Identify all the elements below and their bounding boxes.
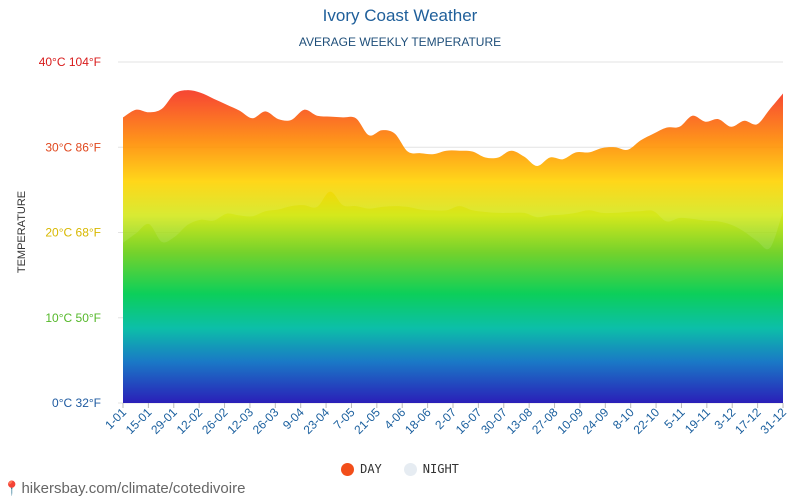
- legend: DAY NIGHT: [0, 462, 800, 476]
- x-tick-label: 12-03: [224, 405, 256, 437]
- location-pin-icon: 📍: [3, 480, 21, 496]
- y-tick-label: 10°C 50°F: [45, 311, 101, 325]
- x-tick-label: 30-07: [478, 405, 510, 437]
- x-tick-label: 24-09: [580, 405, 612, 437]
- night-area: [123, 191, 783, 403]
- x-tick-label: 29-01: [148, 405, 180, 437]
- x-tick-label: 15-01: [123, 405, 155, 437]
- x-tick-label: 21-05: [351, 405, 383, 437]
- chart-title: Ivory Coast Weather: [322, 6, 478, 25]
- x-tick-label: 23-04: [301, 405, 333, 437]
- x-tick-label: 27-08: [529, 405, 561, 437]
- x-tick-label: 26-03: [250, 405, 282, 437]
- x-tick-label: 19-11: [682, 405, 713, 436]
- x-tick-label: 22-10: [631, 405, 663, 437]
- y-tick-labels: 0°C 32°F 10°C 50°F 20°C 68°F 30°C 86°F 40°C …: [39, 55, 101, 410]
- y-tick-label: 20°C 68°F: [45, 226, 101, 240]
- y-axis-label: TEMPERATURE: [16, 191, 28, 273]
- legend-night[interactable]: NIGHT: [403, 462, 459, 476]
- y-tick-label: 0°C 32°F: [52, 396, 101, 410]
- x-tick-label: 16-07: [453, 405, 485, 437]
- y-tick-label: 40°C 104°F: [39, 55, 101, 69]
- legend-night-label: NIGHT: [422, 462, 459, 476]
- legend-day-dot: [341, 462, 355, 476]
- x-tick-label: 13-08: [504, 405, 536, 437]
- y-tick-label: 30°C 86°F: [45, 140, 101, 154]
- legend-day-label: DAY: [360, 462, 382, 476]
- x-tick-label: 31-12: [758, 405, 790, 437]
- x-tick-label: 18-06: [402, 405, 434, 437]
- x-tick-label: 26-02: [199, 405, 231, 437]
- legend-day[interactable]: DAY: [341, 462, 382, 476]
- x-tick-label: 10-09: [554, 405, 586, 437]
- source-link[interactable]: 📍 hikersbay.com/climate/cotedivoire: [3, 480, 245, 497]
- chart-svg: TEMPERATURE 0°C 32°F 10°C 50°F 20°C 68°F 30…: [16, 55, 789, 437]
- x-tick-label: 12-02: [174, 405, 206, 437]
- legend-night-dot: [403, 462, 417, 476]
- x-tick-label: 17-12: [732, 405, 764, 437]
- chart-subtitle: AVERAGE WEEKLY TEMPERATURE: [298, 35, 502, 49]
- x-tick-labels: 1-0115-0129-0112-0226-0212-0326-039-0423…: [102, 403, 789, 437]
- source-text: hikersbay.com/climate/cotedivoire: [21, 480, 246, 497]
